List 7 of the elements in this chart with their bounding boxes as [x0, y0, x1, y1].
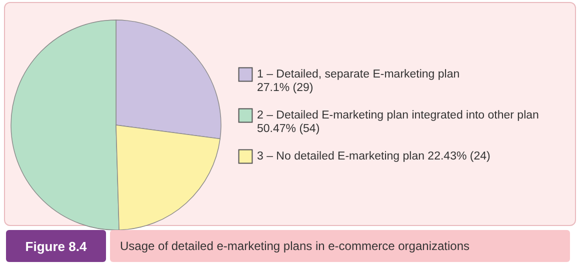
data-label: 50.47% (54)	[257, 123, 320, 135]
text: Usage of detailed e-marketing plans in e-commerce organizations	[110, 230, 570, 262]
caption: Figure 8.4	[6, 230, 106, 262]
legend-label: 3 – No detailed E-marketing plan 22.43% (24)	[257, 150, 490, 162]
data-label: 27.1% (29)	[257, 82, 314, 94]
legend-label: 1 – Detailed, separate E-marketing plan	[257, 68, 460, 80]
legend-label: 2 – Detailed E-marketing plan integrated into other plan	[257, 110, 539, 122]
